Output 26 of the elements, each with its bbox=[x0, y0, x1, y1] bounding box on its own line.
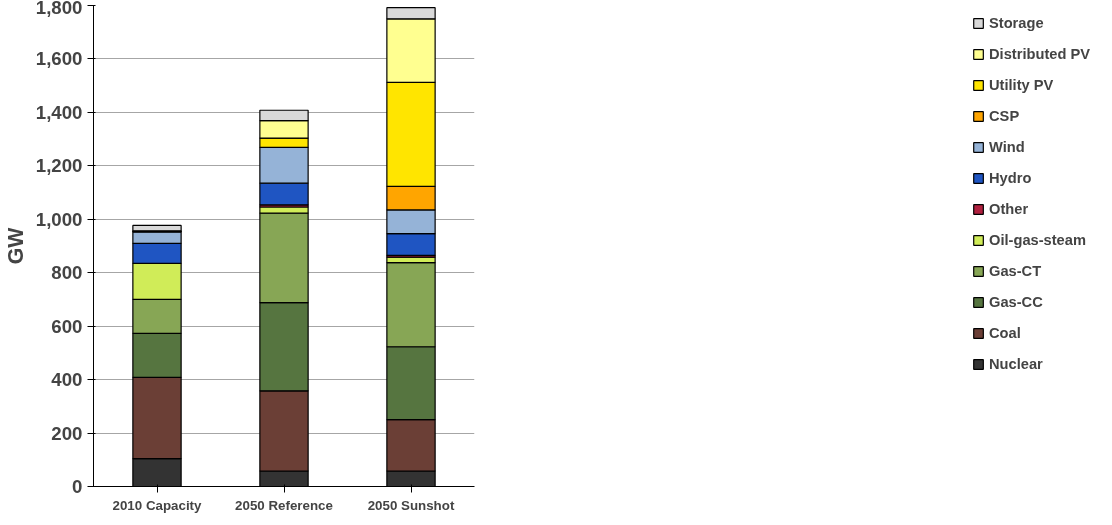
y-tick-label: 1,200 bbox=[35, 155, 83, 177]
y-tick-label: 1,600 bbox=[35, 48, 83, 70]
legend-label: Distributed PV bbox=[989, 46, 1090, 62]
y-tick-label: 1,000 bbox=[35, 208, 83, 230]
y-tick-label: 1,400 bbox=[35, 101, 83, 123]
x-tick-label: 2050 Sunshot bbox=[367, 497, 455, 513]
y-tick-label: 400 bbox=[51, 369, 83, 391]
y-tick-label: 200 bbox=[51, 422, 83, 444]
x-tick-label: 2050 Reference bbox=[235, 497, 333, 513]
x-tick-label: 2010 Capacity bbox=[112, 497, 203, 513]
y-axis-title: GW bbox=[3, 226, 28, 265]
legend-label: Utility PV bbox=[989, 77, 1054, 93]
legend-label: CSP bbox=[989, 108, 1020, 124]
legend-label: Wind bbox=[989, 139, 1025, 155]
y-tick-label: 600 bbox=[51, 315, 83, 337]
legend-label: Gas-CC bbox=[989, 294, 1043, 310]
legend-label: Oil-gas-steam bbox=[989, 232, 1086, 248]
legend-label: Gas-CT bbox=[989, 263, 1042, 279]
y-tick-label: 800 bbox=[51, 262, 83, 284]
legend-label: Nuclear bbox=[989, 356, 1043, 372]
legend-label: Hydro bbox=[989, 170, 1032, 186]
legend-label: Storage bbox=[989, 15, 1044, 31]
legend-label: Coal bbox=[989, 325, 1021, 341]
y-tick-label: 1,800 bbox=[35, 0, 83, 18]
legend-label: Other bbox=[989, 201, 1029, 217]
y-tick-label: 0 bbox=[72, 476, 83, 497]
